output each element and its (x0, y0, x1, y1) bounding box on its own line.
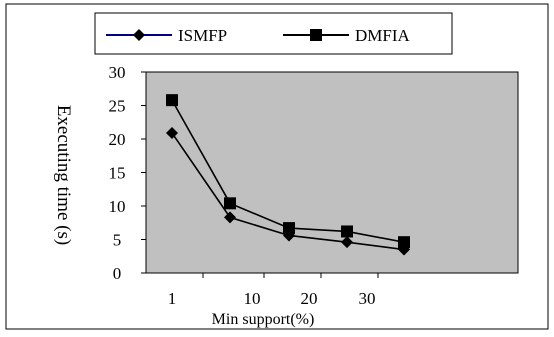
x-axis-label: Min support(%) (212, 311, 315, 328)
data-point (341, 225, 353, 238)
data-point (166, 94, 178, 107)
plot-area (145, 71, 519, 274)
y-tick-label: 20 (109, 130, 126, 149)
data-point (398, 236, 410, 249)
x-tick-label: 20 (301, 289, 318, 308)
data-point (224, 197, 236, 210)
legend-box (94, 12, 453, 55)
series-dmfia (166, 94, 410, 249)
data-point (283, 222, 295, 235)
y-tick-label: 10 (109, 197, 126, 216)
y-tick-label: 30 (109, 63, 126, 82)
y-axis-label: Executing time (s) (53, 105, 74, 245)
y-tick-label: 5 (113, 231, 122, 250)
x-tick-label: 30 (359, 289, 376, 308)
y-axis: 0 5 10 15 20 25 30 (109, 63, 146, 283)
legend-label: ISMFP (178, 26, 227, 45)
x-tick-label: 1 (168, 289, 177, 308)
x-tick-label: 10 (244, 289, 261, 308)
data-point (166, 126, 178, 139)
y-tick-label: 0 (113, 264, 122, 283)
y-tick-label: 25 (109, 97, 126, 116)
data-point (341, 236, 353, 249)
data-point (224, 211, 236, 224)
legend-label: DMFIA (355, 26, 411, 45)
legend-marker (133, 29, 145, 41)
legend: ISMFP DMFIA (94, 12, 453, 55)
x-axis: 1 10 20 30 (168, 273, 379, 308)
legend-marker (310, 29, 322, 41)
y-tick-label: 15 (109, 164, 126, 183)
series-layer (166, 94, 410, 256)
